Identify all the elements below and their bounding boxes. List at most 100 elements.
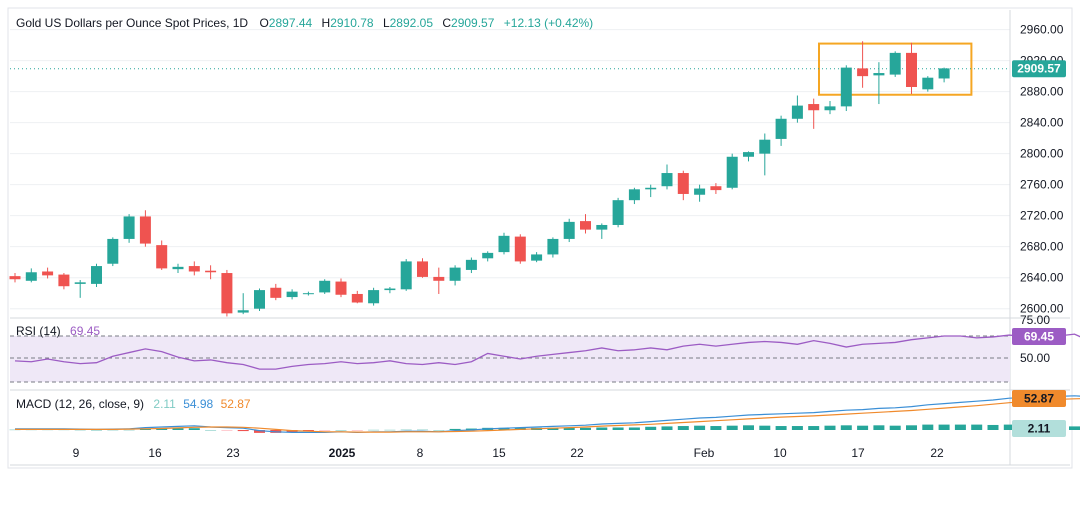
- candle-body: [857, 68, 868, 76]
- macd-hist-bar: [613, 427, 624, 430]
- macd-hist-bar: [319, 430, 330, 431]
- candle-body: [401, 261, 412, 289]
- candle-body: [336, 282, 347, 295]
- candle-body: [26, 272, 37, 281]
- time-tick-label: 16: [148, 446, 162, 460]
- macd-hist-bar: [841, 425, 852, 430]
- candle-body: [547, 239, 558, 255]
- candle-body: [678, 173, 689, 194]
- last-price-label: 2909.57: [1017, 62, 1061, 76]
- candle: [890, 51, 901, 77]
- macd-hist-bar: [792, 426, 803, 430]
- candle-body: [205, 271, 216, 273]
- time-tick-label: 23: [226, 446, 240, 460]
- low-value: 2892.05: [390, 16, 434, 30]
- macd-hist-bar: [694, 426, 705, 430]
- macd-hist-bar: [91, 430, 102, 431]
- time-tick-label: 8: [417, 446, 424, 460]
- macd-hist-bar: [662, 426, 673, 430]
- macd-hist-bar: [580, 428, 591, 430]
- rsi-tick-75: 75.00: [1020, 313, 1050, 327]
- candle-body: [939, 68, 950, 78]
- time-tick-label: 9: [73, 446, 80, 460]
- price-tick-label: 2800.00: [1020, 147, 1064, 161]
- candle-body: [499, 236, 510, 252]
- macd-hist-bar: [336, 430, 347, 431]
- candle-body: [303, 293, 314, 294]
- candle-body: [58, 275, 69, 287]
- candle-body: [808, 104, 819, 110]
- price-tick-label: 2880.00: [1020, 85, 1064, 99]
- candle: [91, 264, 102, 287]
- candle: [564, 219, 575, 242]
- candle-body: [841, 68, 852, 107]
- candle-body: [906, 53, 917, 87]
- candle-body: [694, 189, 705, 195]
- macd-hist-bar: [727, 426, 738, 430]
- candle-body: [564, 222, 575, 239]
- macd-hist-bar: [189, 428, 200, 430]
- macd-legend-signal: 52.87: [221, 397, 251, 411]
- open-label: O: [259, 16, 268, 30]
- candle-body: [580, 221, 591, 230]
- macd-legend: MACD (12, 26, close, 9) 2.11 54.98 52.87: [16, 397, 251, 411]
- chart-title: Gold US Dollars per Ounce Spot Prices, 1…: [16, 16, 248, 30]
- change-value: +12.13 (+0.42%): [504, 16, 593, 30]
- rsi-band: [10, 336, 1010, 382]
- macd-hist-bar: [221, 430, 232, 431]
- candle-body: [629, 189, 640, 200]
- macd-hist-bar: [710, 426, 721, 430]
- macd-hist-bar: [450, 429, 461, 430]
- candle-body: [515, 237, 526, 262]
- time-tick-label: 2025: [329, 446, 356, 460]
- macd-hist-bar: [368, 430, 379, 431]
- candle-body: [466, 260, 477, 270]
- macd-hist-bar: [384, 430, 395, 431]
- high-value: 2910.78: [330, 16, 374, 30]
- candle-body: [124, 216, 135, 238]
- macd-hist-bar: [776, 426, 787, 430]
- candle-body: [433, 277, 444, 281]
- candle-body: [710, 186, 721, 190]
- rsi-legend: RSI (14) 69.45: [16, 324, 100, 338]
- candle: [107, 237, 118, 266]
- macd-legend-hist: 2.11: [153, 397, 176, 411]
- candle-body: [319, 281, 330, 293]
- time-tick-label: 22: [930, 446, 944, 460]
- chart-header-legend: Gold US Dollars per Ounce Spot Prices, 1…: [16, 16, 593, 30]
- macd-hist-bar: [596, 427, 607, 430]
- candle-body: [254, 290, 265, 309]
- rsi-legend-value: 69.45: [70, 324, 100, 338]
- macd-hist-bar: [433, 430, 444, 431]
- candle-body: [450, 268, 461, 281]
- candle-body: [743, 152, 754, 157]
- close-value: 2909.57: [451, 16, 495, 30]
- high-label: H: [322, 16, 331, 30]
- candle-body: [417, 261, 428, 277]
- price-tick-label: 2720.00: [1020, 209, 1064, 223]
- candle-body: [221, 273, 232, 313]
- candle: [922, 76, 933, 92]
- macd-hist-tag-label: 2.11: [1028, 422, 1051, 436]
- macd-title: MACD (12, 26, close, 9): [16, 397, 144, 411]
- candle-body: [662, 173, 673, 186]
- candle-body: [287, 292, 298, 297]
- candle-body: [825, 106, 836, 110]
- candle-body: [613, 200, 624, 225]
- candle: [254, 289, 265, 311]
- candle-body: [189, 266, 200, 271]
- macd-hist-bar: [401, 429, 412, 430]
- rsi-title: RSI (14): [16, 324, 61, 338]
- candle-body: [352, 294, 363, 303]
- macd-hist-bar: [759, 426, 770, 430]
- price-tick-label: 2640.00: [1020, 271, 1064, 285]
- macd-signal-tag-label: 52.87: [1024, 392, 1054, 406]
- candle-body: [645, 188, 656, 190]
- time-tick-label: 15: [492, 446, 506, 460]
- time-tick-label: 22: [570, 446, 584, 460]
- candle-body: [140, 216, 151, 243]
- candle-body: [368, 290, 379, 303]
- time-tick-label: 10: [773, 446, 787, 460]
